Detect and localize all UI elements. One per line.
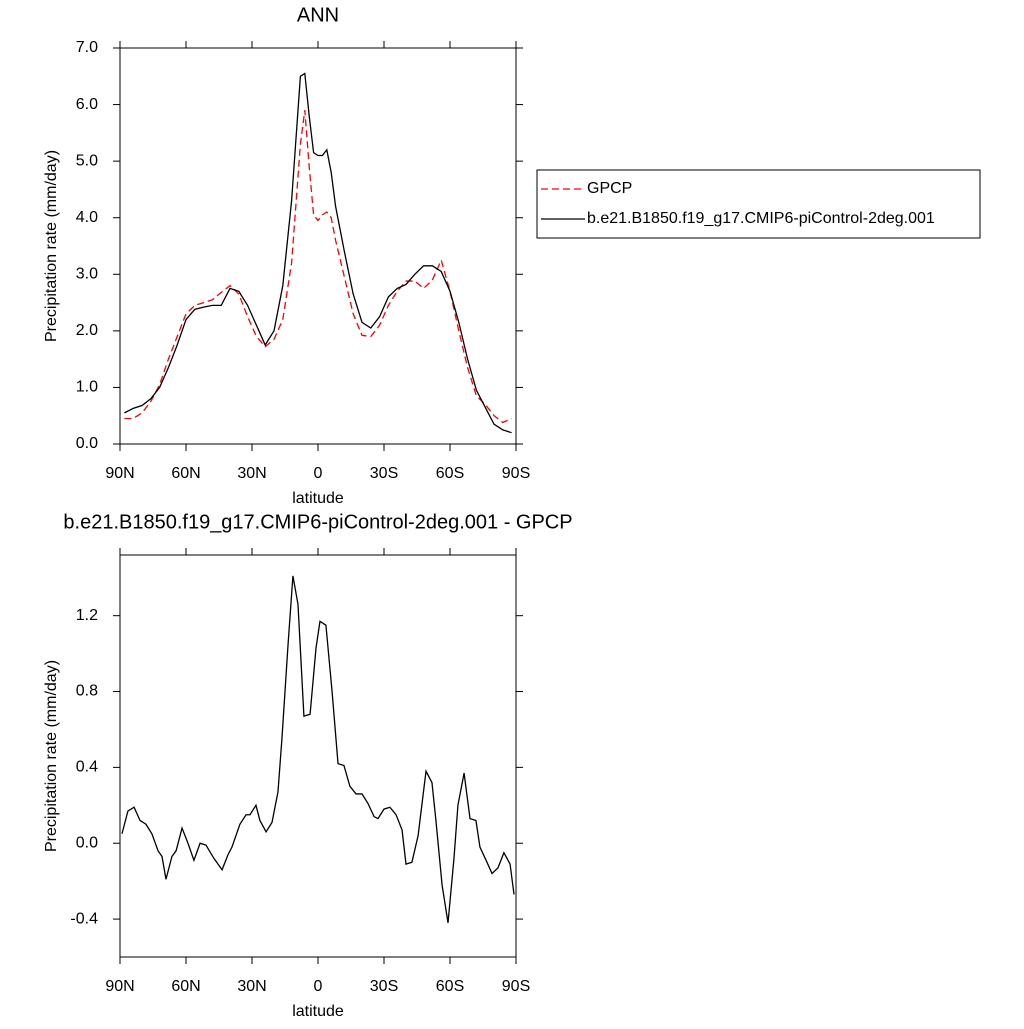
y-tick-label: 5.0 (76, 152, 98, 169)
x-tick-label: 90S (502, 465, 530, 482)
x-tick-label: 60N (171, 978, 200, 995)
x-tick-label: 90N (105, 465, 134, 482)
y-tick-label: 0.0 (76, 435, 98, 452)
legend-label: b.e21.B1850.f19_g17.CMIP6-piControl-2deg… (587, 210, 935, 227)
chart-title: b.e21.B1850.f19_g17.CMIP6-piControl-2deg… (63, 511, 572, 533)
y-tick-label: 2.0 (76, 322, 98, 339)
x-tick-label: 30S (370, 978, 398, 995)
y-tick-label: 0.0 (76, 834, 98, 851)
y-axis-label: Precipitation rate (mm/day) (43, 660, 60, 852)
x-tick-label: 0 (314, 465, 323, 482)
chart-title: ANN (297, 4, 339, 26)
y-tick-label: 1.2 (76, 607, 98, 624)
data-line (124, 72, 512, 434)
y-tick-label: 3.0 (76, 266, 98, 283)
y-tick-label: 0.8 (76, 683, 98, 700)
x-tick-label: 30N (237, 978, 266, 995)
x-tick-label: 90N (105, 978, 134, 995)
x-axis-label: latitude (292, 490, 344, 507)
y-tick-label: 0.4 (76, 759, 98, 776)
x-tick-label: 60S (436, 978, 464, 995)
y-tick-label: 7.0 (76, 39, 98, 56)
legend-label: GPCP (587, 180, 632, 197)
y-tick-label: 1.0 (76, 379, 98, 396)
x-tick-label: 30N (237, 465, 266, 482)
y-tick-label: -0.4 (70, 910, 98, 927)
x-tick-label: 30S (370, 465, 398, 482)
y-tick-label: 6.0 (76, 96, 98, 113)
x-axis-label: latitude (292, 1003, 344, 1020)
x-tick-label: 60S (436, 465, 464, 482)
data-line (124, 110, 512, 424)
x-tick-label: 0 (314, 978, 323, 995)
y-tick-label: 4.0 (76, 209, 98, 226)
x-tick-label: 60N (171, 465, 200, 482)
legend-box (536, 169, 981, 239)
data-line (121, 575, 515, 923)
y-axis-label: Precipitation rate (mm/day) (43, 150, 60, 342)
x-tick-label: 90S (502, 978, 530, 995)
